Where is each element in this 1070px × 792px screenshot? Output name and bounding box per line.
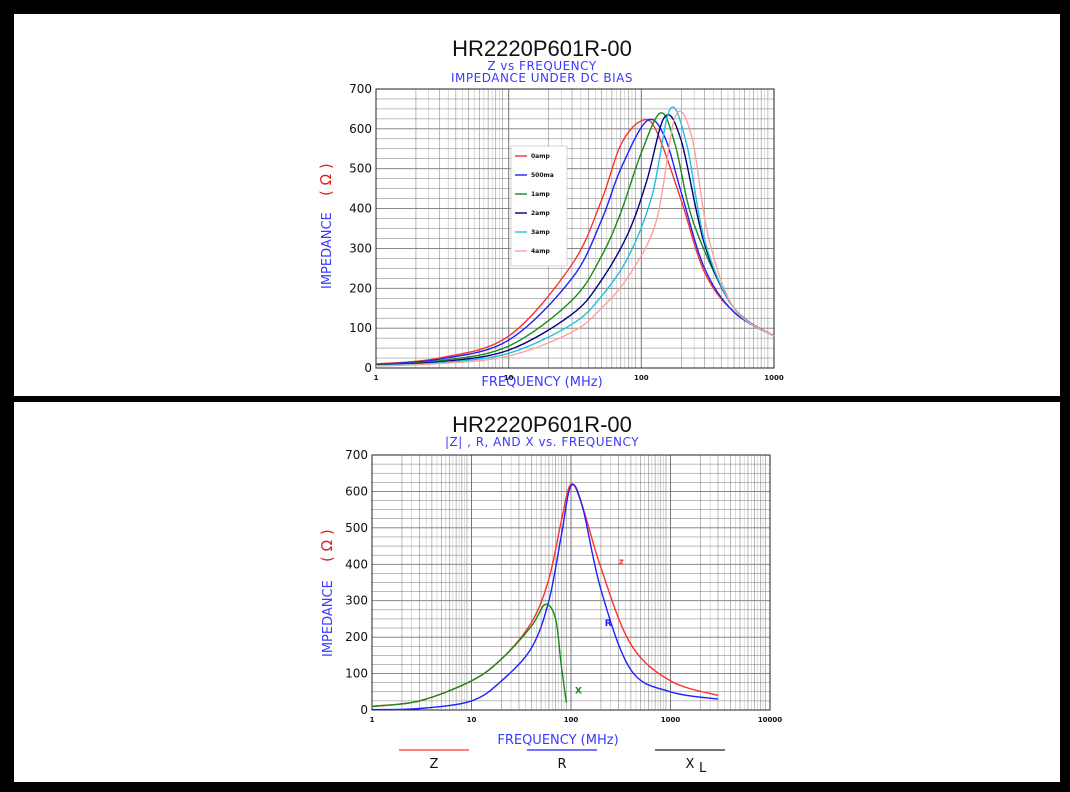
y-axis-label: IMPEDANCE <box>320 212 335 289</box>
curve-label-XL: X <box>575 687 582 697</box>
bottom-legend-label-XL: X <box>686 757 695 772</box>
y-tick-label: 500 <box>349 162 372 176</box>
x-tick-label: 1000 <box>764 374 784 382</box>
curve-labels: z R X <box>575 557 624 696</box>
y-axis-unit: ( Ω ) <box>317 163 335 196</box>
series-line-3amp <box>375 106 775 367</box>
y-tick-label: 700 <box>345 448 368 462</box>
chart-subtitle-2: IMPEDANCE UNDER DC BIAS <box>451 71 633 85</box>
chart-svg-z-r-x: HR2220P601R-00 |Z| , R, AND X vs. FREQUE… <box>318 412 782 776</box>
x-axis-label: FREQUENCY (MHz) <box>481 375 602 390</box>
series-line-500ma <box>375 118 775 366</box>
chart-subtitle-1: Z vs FREQUENCY <box>487 59 596 73</box>
x-tick-label: 100 <box>564 716 579 724</box>
x-tick-label: 1 <box>374 374 379 382</box>
series-line-R <box>371 483 719 711</box>
chart-subtitle-1: |Z| , R, AND X vs. FREQUENCY <box>445 435 639 449</box>
chart-title: HR2220P601R-00 <box>452 36 632 61</box>
legend-label-0amp: 0amp <box>531 153 550 160</box>
chart-panel-z-r-x: HR2220P601R-00 |Z| , R, AND X vs. FREQUE… <box>14 402 1060 782</box>
grid <box>375 88 775 369</box>
x-tick-label: 1 <box>370 716 375 724</box>
y-axis-label: IMPEDANCE <box>321 580 336 657</box>
legend-label-4amp: 4amp <box>531 248 550 255</box>
series-lines <box>371 483 719 711</box>
series-line-0amp <box>375 118 775 365</box>
x-tick-label: 10000 <box>758 716 782 724</box>
bottom-legend-label-R: R <box>557 757 566 772</box>
y-tick-label: 600 <box>349 122 372 136</box>
legend: 0amp 500ma 1amp 2amp 3amp 4amp <box>510 145 568 267</box>
y-tick-label: 200 <box>349 281 372 295</box>
y-tick-label: 300 <box>349 241 372 255</box>
x-tick-label: 10 <box>467 716 477 724</box>
plot-border <box>375 88 775 369</box>
y-tick-label: 200 <box>345 630 368 644</box>
curve-label-Z: z <box>619 557 624 567</box>
legend-label-2amp: 2amp <box>531 210 550 217</box>
legend-label-3amp: 3amp <box>531 229 550 236</box>
axis-ticks: 0 100 200 300 400 500 600 700 1 10 100 1000 10000 <box>345 448 782 724</box>
legend-label-1amp: 1amp <box>531 191 550 198</box>
y-tick-label: 300 <box>345 594 368 608</box>
y-axis-unit: ( Ω ) <box>318 529 336 562</box>
y-tick-label: 400 <box>345 557 368 571</box>
y-tick-label: 100 <box>345 667 368 681</box>
bottom-legend-subscript: L <box>699 761 707 776</box>
x-tick-label: 1000 <box>661 716 681 724</box>
y-tick-label: 100 <box>349 321 372 335</box>
legend-label-500ma: 500ma <box>531 172 554 179</box>
chart-svg-dc-bias: HR2220P601R-00 Z vs FREQUENCY IMPEDANCE … <box>317 36 784 390</box>
series-line-XL <box>371 603 568 708</box>
y-tick-label: 400 <box>349 202 372 216</box>
y-tick-label: 700 <box>349 82 372 96</box>
legend-box <box>510 145 568 267</box>
x-axis-label: FREQUENCY (MHz) <box>497 733 618 748</box>
x-tick-label: 10 <box>504 374 514 382</box>
grid <box>371 454 771 711</box>
series-lines <box>375 106 775 367</box>
plot-border <box>371 454 771 711</box>
x-tick-label: 100 <box>634 374 649 382</box>
bottom-legend-label-Z: Z <box>430 757 439 772</box>
y-tick-label: 0 <box>360 703 368 717</box>
chart-panel-dc-bias: HR2220P601R-00 Z vs FREQUENCY IMPEDANCE … <box>14 14 1060 396</box>
y-tick-label: 600 <box>345 484 368 498</box>
axis-ticks: 0 100 200 300 400 500 600 700 1 10 100 1000 <box>349 82 784 382</box>
y-tick-label: 500 <box>345 521 368 535</box>
chart-title: HR2220P601R-00 <box>452 412 632 437</box>
series-line-1amp <box>375 112 775 366</box>
series-line-4amp <box>375 110 775 367</box>
y-tick-label: 0 <box>364 361 372 375</box>
series-line-2amp <box>375 114 775 366</box>
curve-label-R: R <box>605 619 612 629</box>
